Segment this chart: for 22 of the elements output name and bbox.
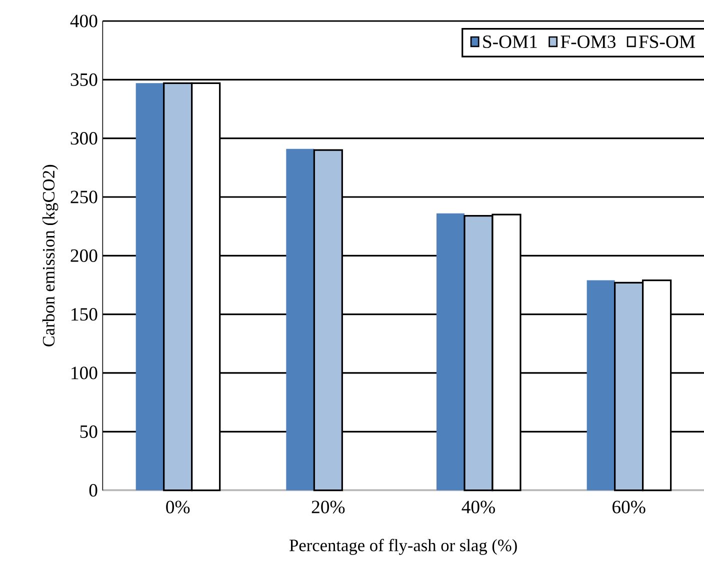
legend-label: S-OM1: [483, 36, 537, 48]
legend-label: F-OM3: [560, 36, 616, 48]
y-tick-label: 150: [72, 308, 98, 321]
legend-label: FS-OM: [639, 36, 695, 48]
y-tick-label: 100: [72, 366, 98, 380]
y-tick-label: 0: [89, 484, 98, 497]
x-tick-label: 0%: [166, 500, 190, 514]
x-tick-label: 60%: [612, 500, 646, 514]
bar: [586, 280, 615, 490]
y-axis-title: Carbon emission (kgCO2): [42, 164, 58, 346]
y-tick-label: 400: [70, 14, 98, 28]
y-tick-label: 250: [70, 190, 98, 204]
bar: [436, 213, 464, 490]
bar: [286, 148, 314, 490]
bar: [136, 83, 164, 490]
y-tick-label: 200: [70, 249, 98, 262]
y-tick-label: 50: [80, 425, 98, 438]
x-tick-label: 40%: [462, 500, 495, 514]
y-tick-label: 300: [70, 132, 98, 145]
x-tick-label: 20%: [312, 500, 345, 514]
x-axis-title: Percentage of fly-ash or slag (%): [290, 538, 517, 555]
y-tick-label: 350: [70, 73, 98, 86]
